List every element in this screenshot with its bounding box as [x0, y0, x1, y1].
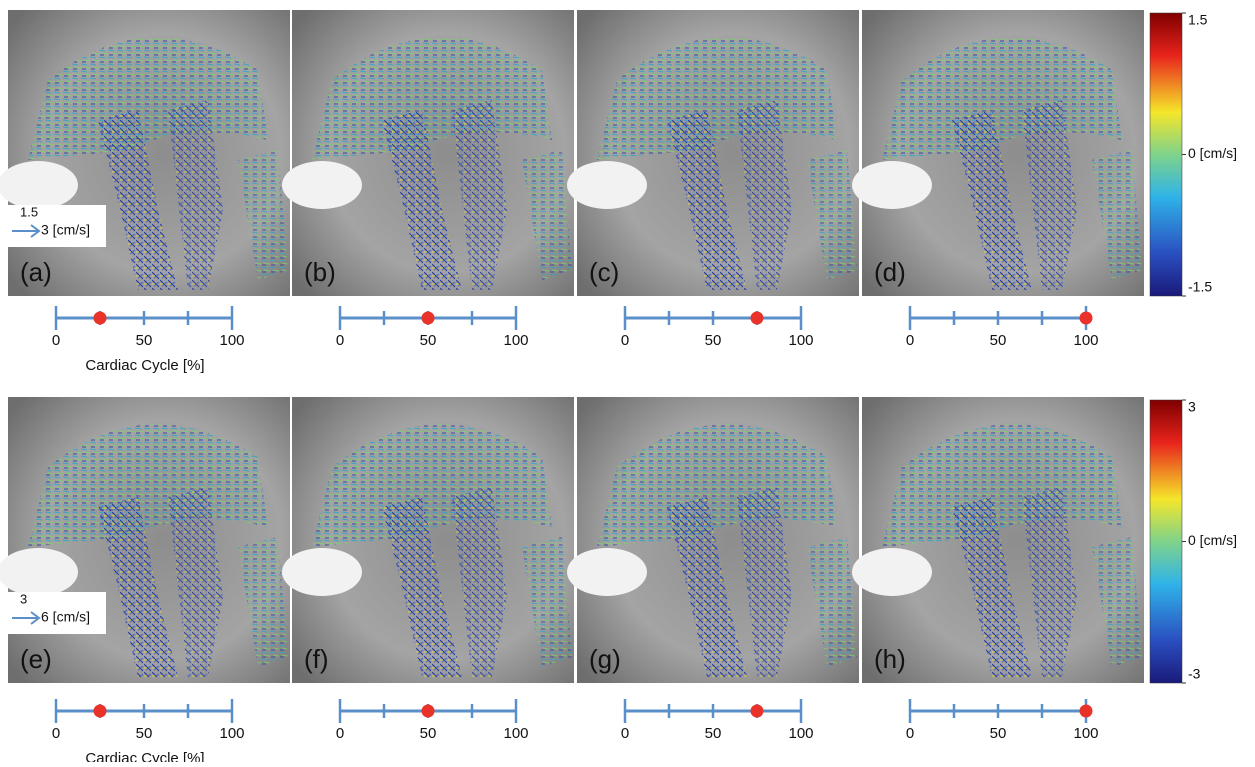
scale-label: 6 [cm/s]	[41, 609, 90, 625]
mri-image	[852, 10, 1144, 296]
slider-tick-label: 50	[990, 725, 1007, 742]
slider-tick-label: 50	[136, 332, 153, 349]
phase-marker	[750, 704, 764, 718]
brainstem-region	[737, 487, 792, 677]
slider-tick-label: 0	[906, 332, 914, 349]
scale-box	[8, 205, 106, 247]
bright-tissue	[0, 548, 78, 596]
slider-tick-label: 0	[336, 725, 344, 742]
mri-image	[852, 397, 1144, 683]
colorbar-label: 3	[1188, 399, 1196, 415]
slider-tick-label: 0	[906, 725, 914, 742]
slider-tick-label: 0	[52, 332, 60, 349]
colorbar	[1149, 12, 1183, 297]
phase-marker	[1079, 311, 1093, 325]
bright-tissue	[0, 161, 78, 209]
scale-length: 1.5	[20, 204, 38, 219]
colorbar-label: -1.5	[1188, 279, 1212, 295]
phase-marker	[1079, 704, 1093, 718]
bright-tissue	[567, 548, 647, 596]
colorbar-label: -3	[1188, 666, 1201, 682]
bright-tissue	[852, 548, 932, 596]
panel-label: (h)	[874, 644, 906, 674]
slider-tick-label: 0	[621, 332, 629, 349]
slider-tick-label: 100	[788, 332, 813, 349]
phase-marker	[93, 311, 107, 325]
brainstem-region	[452, 487, 507, 677]
vessel-region	[98, 110, 178, 290]
edge-region	[238, 150, 288, 280]
brainstem-region	[1022, 100, 1077, 290]
panel-label: (b)	[304, 257, 336, 287]
edge-region	[522, 537, 572, 667]
vessel-region	[952, 110, 1032, 290]
mri-image	[282, 397, 574, 683]
brainstem-region	[1022, 487, 1077, 677]
slider-tick-label: 50	[705, 332, 722, 349]
colorbar-label: 0 [cm/s]	[1188, 532, 1237, 548]
colorbar-label: 0 [cm/s]	[1188, 145, 1237, 161]
bright-tissue	[567, 161, 647, 209]
colorbar	[1149, 399, 1183, 684]
mri-image	[567, 397, 859, 683]
scale-label: 3 [cm/s]	[41, 222, 90, 238]
panel-label: (e)	[20, 644, 52, 674]
mri-image	[0, 397, 290, 683]
slider-tick-label: 100	[1073, 332, 1098, 349]
vessel-region	[952, 497, 1032, 677]
vessel-region	[382, 110, 462, 290]
vessel-region	[667, 110, 747, 290]
slider-tick-label: 100	[219, 332, 244, 349]
slider-tick-label: 50	[420, 725, 437, 742]
brainstem-region	[168, 487, 223, 677]
phase-marker	[421, 704, 435, 718]
bright-tissue	[852, 161, 932, 209]
slider-tick-label: 0	[52, 725, 60, 742]
mri-image	[567, 10, 859, 296]
edge-region	[807, 150, 857, 280]
mri-image	[0, 10, 290, 296]
brainstem-region	[737, 100, 792, 290]
slider-tick-label: 100	[788, 725, 813, 742]
scale-arrowhead	[30, 611, 41, 625]
phase-marker	[750, 311, 764, 325]
bright-tissue	[282, 161, 362, 209]
vessel-region	[667, 497, 747, 677]
slider-tick-label: 50	[990, 332, 1007, 349]
scale-box	[8, 592, 106, 634]
brainstem-region	[168, 100, 223, 290]
slider-tick-label: 0	[621, 725, 629, 742]
slider-tick-label: 50	[420, 332, 437, 349]
slider-tick-label: 50	[705, 725, 722, 742]
slider-tick-label: 100	[503, 332, 528, 349]
edge-region	[807, 537, 857, 667]
panel-label: (a)	[20, 257, 52, 287]
slider-tick-label: 100	[1073, 725, 1098, 742]
vessel-region	[382, 497, 462, 677]
colorbar-label: 1.5	[1188, 12, 1208, 28]
slider-tick-label: 100	[503, 725, 528, 742]
scale-arrowhead	[30, 224, 41, 238]
axis-label: Cardiac Cycle [%]	[85, 750, 204, 762]
slider-tick-label: 50	[136, 725, 153, 742]
edge-region	[238, 537, 288, 667]
edge-region	[522, 150, 572, 280]
slider-tick-label: 100	[219, 725, 244, 742]
axis-label: Cardiac Cycle [%]	[85, 357, 204, 374]
panel-label: (f)	[304, 644, 329, 674]
panel-label: (d)	[874, 257, 906, 287]
panel-label: (g)	[589, 644, 621, 674]
edge-region	[1092, 150, 1142, 280]
edge-region	[1092, 537, 1142, 667]
brainstem-region	[452, 100, 507, 290]
vessel-region	[98, 497, 178, 677]
panel-label: (c)	[589, 257, 619, 287]
mri-image	[282, 10, 574, 296]
phase-marker	[93, 704, 107, 718]
scale-length: 3	[20, 591, 27, 606]
bright-tissue	[282, 548, 362, 596]
phase-marker	[421, 311, 435, 325]
slider-tick-label: 0	[336, 332, 344, 349]
